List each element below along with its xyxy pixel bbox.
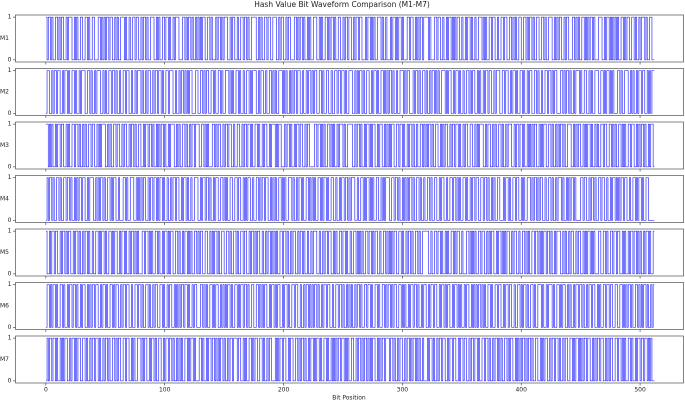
x-axis-label: Bit Position [332,395,366,402]
y-tick-label: 0 [8,270,12,277]
waveform-line [45,16,655,61]
waveform-line [45,70,655,114]
panel-label: M4 [0,196,9,203]
x-tick-label: 200 [278,387,290,394]
panel-frame [15,121,684,170]
panel-frame [15,14,684,63]
x-tick-label: 400 [515,387,527,394]
waveform-line [45,177,655,221]
y-tick-label: 1 [8,67,12,74]
y-tick-label: 0 [8,324,12,331]
y-tick-label: 0 [8,377,12,384]
panel-label: M6 [0,303,9,310]
panel-label: M7 [0,356,9,363]
x-tick-label: 100 [159,387,171,394]
panel-frame [15,175,684,223]
panel-frame [15,228,684,277]
y-tick-label: 0 [8,163,12,170]
y-tick-label: 1 [8,335,12,342]
y-tick-label: 1 [8,121,12,128]
y-tick-label: 1 [8,228,12,235]
x-tick-label: 300 [397,387,409,394]
panel-frame [15,282,684,330]
x-tick-label: 0 [44,387,48,394]
panel-frame [15,68,684,116]
y-tick-label: 1 [8,14,12,21]
y-tick-label: 0 [8,56,12,63]
x-tick-label: 500 [634,387,646,394]
waveform-line [45,230,655,275]
panel-label: M2 [0,89,9,96]
y-tick-label: 1 [8,174,12,181]
panel-frame [15,335,684,384]
chart-title: Hash Value Bit Waveform Comparison (M1-M… [254,0,430,9]
waveform-line [45,337,655,382]
y-tick-label: 1 [8,281,12,288]
y-tick-label: 0 [8,217,12,224]
waveform-line [45,123,655,168]
panel-label: M1 [0,35,9,42]
waveform-line [45,284,655,328]
panel-label: M3 [0,142,9,149]
y-tick-label: 0 [8,110,12,117]
panel-label: M5 [0,249,9,256]
